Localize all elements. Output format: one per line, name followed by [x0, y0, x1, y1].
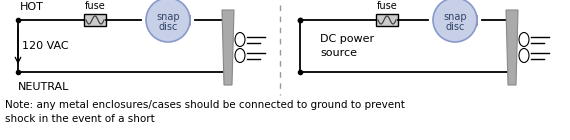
Ellipse shape: [235, 48, 245, 62]
Ellipse shape: [519, 48, 529, 62]
Text: fuse: fuse: [377, 1, 397, 11]
Text: Note: any metal enclosures/cases should be connected to ground to prevent: Note: any metal enclosures/cases should …: [5, 100, 405, 110]
Polygon shape: [506, 10, 518, 85]
Text: snap: snap: [156, 12, 180, 22]
Text: shock in the event of a short: shock in the event of a short: [5, 114, 154, 124]
Ellipse shape: [519, 32, 529, 46]
Circle shape: [146, 0, 190, 42]
FancyBboxPatch shape: [472, 15, 477, 25]
FancyBboxPatch shape: [433, 15, 438, 25]
Text: HOT: HOT: [20, 2, 44, 12]
Text: disc: disc: [445, 22, 465, 32]
Ellipse shape: [235, 32, 245, 46]
FancyBboxPatch shape: [376, 14, 398, 26]
Text: NEUTRAL: NEUTRAL: [18, 82, 70, 92]
Text: source: source: [320, 48, 357, 58]
Text: 120 VAC: 120 VAC: [22, 41, 68, 51]
Circle shape: [433, 0, 477, 42]
FancyBboxPatch shape: [146, 15, 151, 25]
FancyBboxPatch shape: [84, 14, 106, 26]
Text: DC power: DC power: [320, 34, 374, 44]
Text: disc: disc: [158, 22, 178, 32]
FancyBboxPatch shape: [185, 15, 190, 25]
Text: fuse: fuse: [84, 1, 105, 11]
Text: snap: snap: [443, 12, 467, 22]
Polygon shape: [222, 10, 234, 85]
